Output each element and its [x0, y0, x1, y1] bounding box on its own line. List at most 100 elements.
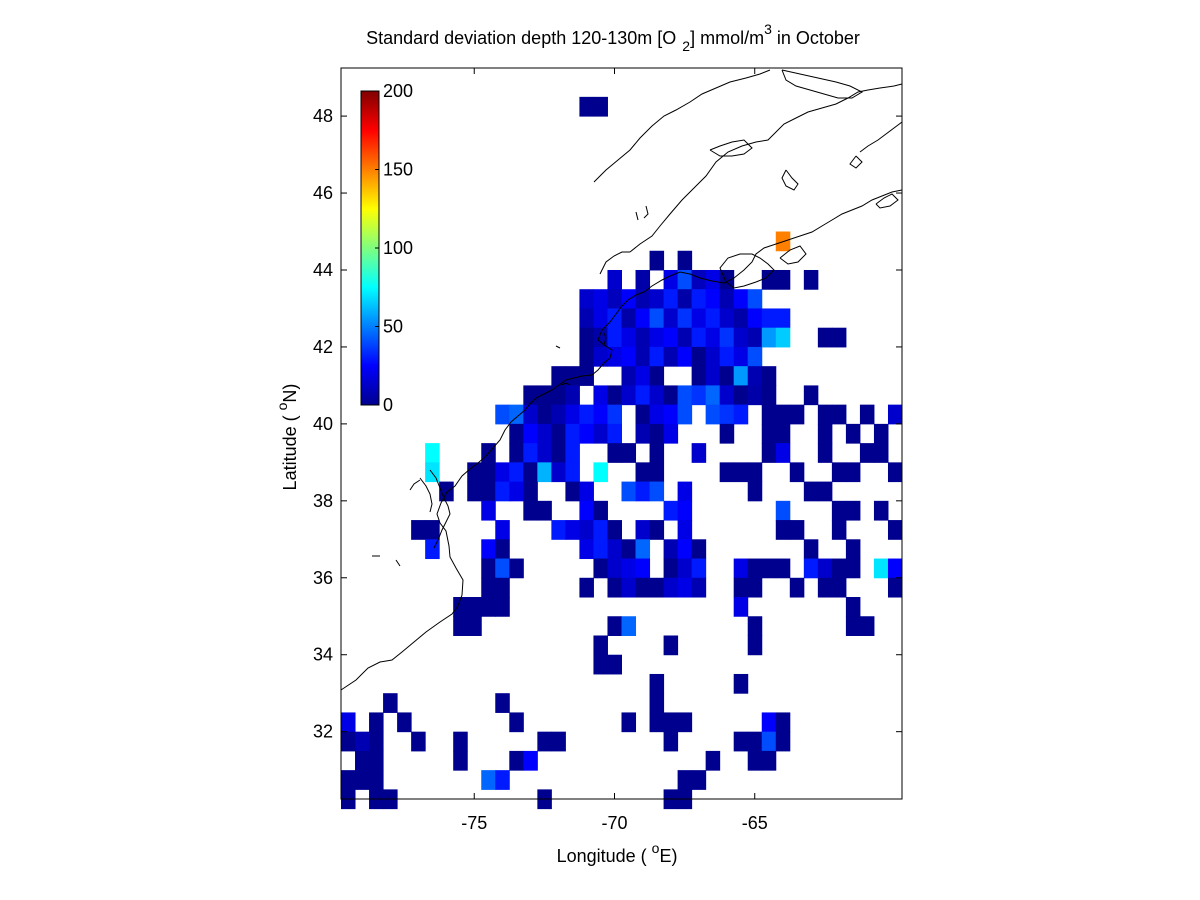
y-tick-label: 36	[313, 568, 333, 588]
data-cell	[565, 462, 580, 483]
data-cell	[607, 558, 622, 579]
data-cell	[691, 539, 707, 560]
data-cell	[761, 327, 777, 348]
data-cell	[747, 577, 763, 598]
data-cell	[649, 462, 665, 483]
data-cell	[817, 404, 833, 425]
data-cell	[593, 289, 608, 309]
data-cell	[607, 539, 622, 560]
colorbar-tick-label: 200	[383, 81, 413, 101]
data-cell	[719, 385, 735, 406]
data-cell	[649, 366, 665, 386]
data-cell	[691, 327, 707, 348]
data-cell	[593, 308, 608, 329]
colorbar-tick-label: 100	[383, 238, 413, 258]
data-cell	[705, 750, 721, 771]
data-cell	[789, 577, 805, 598]
data-cell	[663, 539, 679, 560]
data-cell	[663, 712, 679, 733]
data-cell	[509, 750, 524, 771]
data-cell	[621, 712, 637, 733]
data-cell	[775, 423, 791, 444]
data-cell	[453, 616, 468, 636]
data-cell	[691, 770, 707, 790]
data-cell	[607, 385, 622, 406]
data-cell	[705, 404, 721, 425]
data-cell	[593, 558, 608, 579]
data-cell	[467, 616, 482, 636]
data-cell	[467, 462, 482, 483]
colorbar-tick-label: 0	[383, 395, 393, 415]
data-cell	[509, 481, 524, 502]
data-cell	[621, 616, 637, 636]
data-cell	[873, 558, 889, 579]
data-cell	[761, 404, 777, 425]
data-cell	[621, 366, 637, 386]
data-cell	[593, 96, 608, 117]
data-cell	[621, 577, 637, 598]
data-cell	[341, 770, 356, 790]
data-cell	[509, 423, 524, 444]
data-cell	[761, 712, 777, 733]
data-cell	[789, 404, 805, 425]
data-cell	[733, 558, 749, 579]
data-cell	[607, 520, 622, 540]
data-cell	[579, 520, 594, 540]
data-cell	[649, 385, 665, 406]
data-cell	[761, 731, 777, 752]
y-tick-label: 46	[313, 183, 333, 203]
data-cell	[845, 500, 861, 521]
data-cell	[775, 269, 791, 290]
data-cell	[537, 731, 552, 752]
colorbar-tick-label: 150	[383, 160, 413, 180]
data-cell	[635, 385, 651, 406]
data-cell	[579, 577, 594, 598]
data-cell	[663, 404, 679, 425]
data-cell	[495, 481, 510, 502]
data-cell	[775, 327, 791, 348]
data-cell	[341, 731, 356, 752]
data-cell	[425, 462, 440, 483]
data-cell	[579, 423, 594, 444]
data-cell	[425, 443, 440, 463]
data-cell	[579, 404, 594, 425]
x-axis-label-degree: o	[652, 840, 660, 856]
data-cell	[747, 731, 763, 752]
data-cell	[369, 770, 384, 790]
data-cell	[887, 404, 903, 425]
data-cell	[733, 673, 749, 694]
data-cell	[607, 577, 622, 598]
data-cell	[817, 327, 833, 348]
colorbar-ticks: 0 50 100 150 200	[375, 81, 413, 415]
data-cell	[439, 481, 454, 502]
data-cell	[747, 558, 763, 579]
data-cell	[607, 616, 622, 636]
data-cell	[593, 385, 608, 406]
data-cell	[565, 385, 580, 406]
data-cell	[733, 462, 749, 483]
data-cell	[537, 385, 552, 406]
data-cell	[481, 558, 496, 579]
data-cell	[873, 500, 889, 521]
data-cell	[705, 269, 721, 290]
data-cell	[649, 404, 665, 425]
data-cell	[635, 308, 651, 329]
data-cell	[817, 577, 833, 598]
colorbar: 0 50 100 150 200	[360, 81, 413, 415]
data-cell	[691, 346, 707, 367]
data-cell	[705, 308, 721, 329]
data-cell	[551, 423, 566, 444]
data-cell	[607, 327, 622, 348]
data-cell	[607, 269, 622, 290]
y-axis-label-degree: o	[274, 402, 290, 410]
data-cell	[677, 385, 693, 406]
data-cell	[425, 520, 440, 540]
data-cell	[551, 520, 566, 540]
data-cell	[663, 731, 679, 752]
data-cell	[775, 712, 791, 733]
data-cell	[453, 731, 468, 752]
data-cell	[873, 423, 889, 444]
data-cell	[859, 443, 875, 463]
data-cell	[481, 481, 496, 502]
data-cell	[495, 577, 510, 598]
